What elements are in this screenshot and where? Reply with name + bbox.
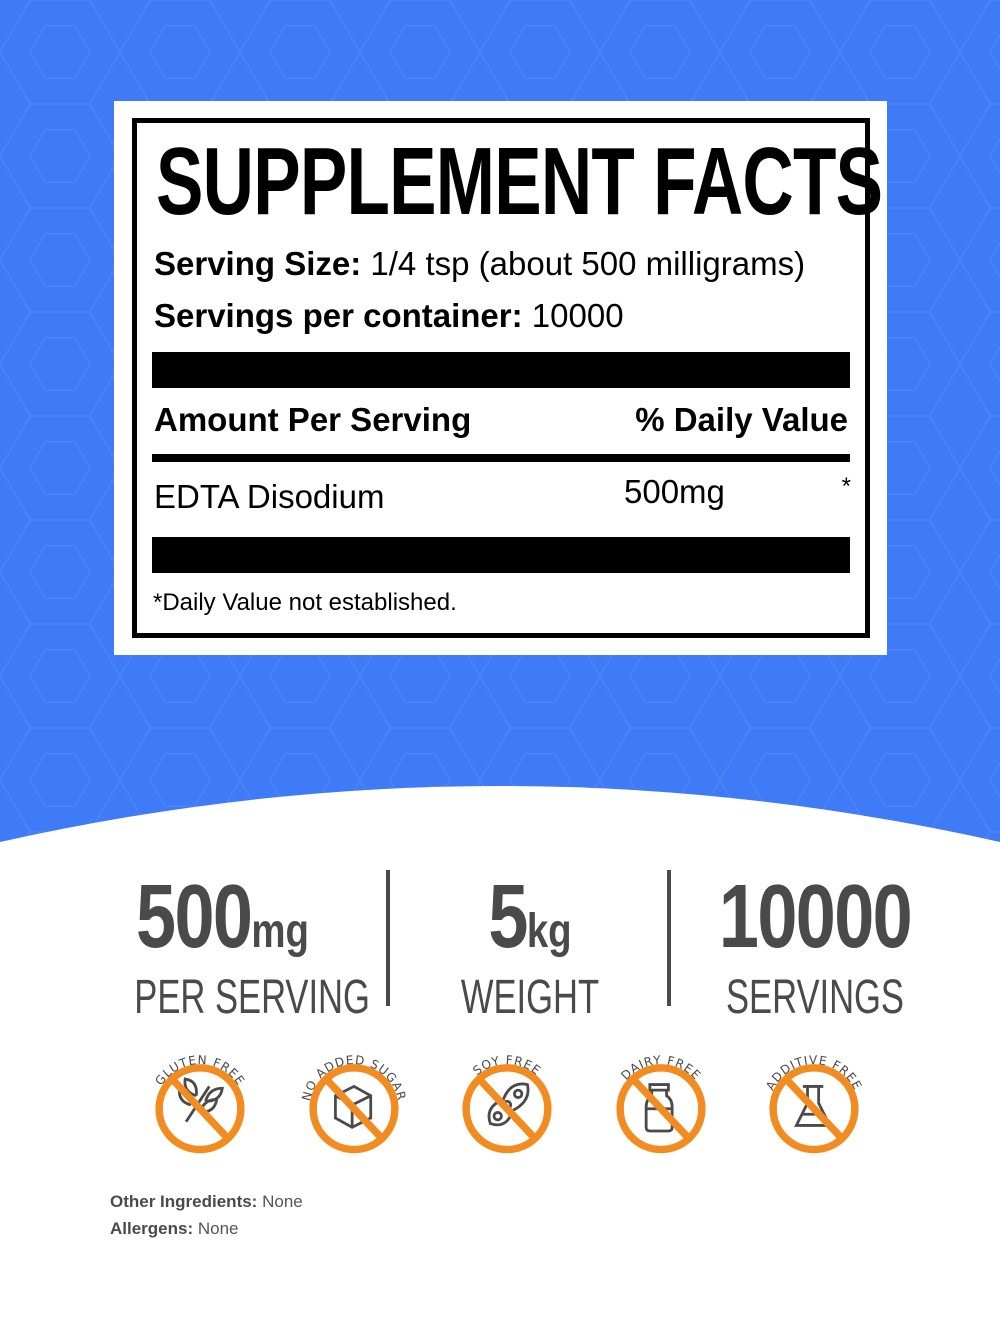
stat-unit: kg <box>526 905 572 958</box>
stat-divider <box>667 870 671 1006</box>
badge-additive-free: ADDITIVE FREE <box>749 1040 879 1170</box>
prohibition-circle-icon <box>155 1064 245 1154</box>
label-title: SUPPLEMENT FACTS <box>156 128 883 235</box>
stat-value: 5 <box>488 867 528 967</box>
ingredient-amount: 500mg <box>624 473 725 510</box>
prohibition-circle-icon <box>615 1064 706 1154</box>
ingredient-dv: * <box>841 473 851 500</box>
stat-weight: 5kg WEIGHT <box>430 866 630 1025</box>
prohibition-circle-icon <box>769 1064 859 1154</box>
thick-divider <box>152 352 850 388</box>
prohibition-slash <box>629 1076 692 1141</box>
stat-divider <box>386 870 390 1006</box>
stat-value: 500 <box>136 867 253 967</box>
amount-per-serving-header: Amount Per Serving <box>154 401 472 438</box>
daily-value-header: % Daily Value <box>635 401 848 438</box>
medium-divider <box>152 454 850 462</box>
prohibition-circle-icon <box>308 1064 399 1154</box>
wheat-icon <box>177 1077 224 1123</box>
stat-unit: mg <box>251 905 309 958</box>
stat-caption: PER SERVING <box>134 970 370 1024</box>
footnote: *Daily Value not established. <box>153 589 457 616</box>
badge-dairy-free: DAIRY FREE <box>596 1040 726 1170</box>
allergens: Allergens: None <box>110 1219 239 1238</box>
soybean-icon <box>487 1082 530 1127</box>
supplement-facts-label: SUPPLEMENT FACTS Serving Size: 1/4 tsp (… <box>114 101 887 655</box>
serving-size: Serving Size: 1/4 tsp (about 500 milligr… <box>154 245 806 282</box>
prohibition-circle-icon <box>462 1064 552 1154</box>
prohibition-slash <box>783 1076 845 1141</box>
stat-value: 10000 <box>718 867 913 967</box>
stat-per-serving: 500mg PER SERVING <box>100 866 370 1025</box>
prohibition-slash <box>322 1076 385 1141</box>
stat-servings: 10000 SERVINGS <box>690 866 940 1025</box>
prohibition-slash <box>476 1076 538 1141</box>
servings-per-container: Servings per container: 10000 <box>154 297 624 334</box>
badge-gluten-free: GLUTEN FREE <box>135 1040 265 1170</box>
stat-caption: WEIGHT <box>460 970 600 1024</box>
badge-no-added-sugar: NO ADDED SUGAR <box>289 1040 419 1170</box>
stat-caption: SERVINGS <box>726 970 904 1024</box>
other-ingredients: Other Ingredients: None <box>110 1192 303 1211</box>
thick-divider <box>152 537 850 573</box>
badge-soy-free: SOY FREE <box>442 1040 572 1170</box>
ingredient-name: EDTA Disodium <box>154 478 385 515</box>
prohibition-slash <box>169 1076 231 1141</box>
